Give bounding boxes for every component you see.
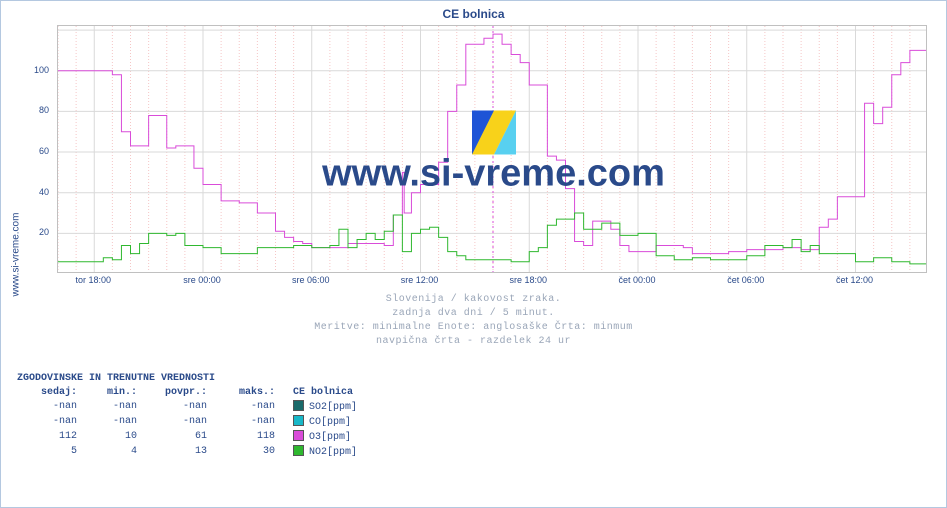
stats-cell: -nan	[137, 414, 207, 429]
stats-cell: -nan	[207, 399, 275, 414]
stats-col-header: sedaj:	[17, 386, 77, 399]
y-tick: 80	[39, 105, 49, 115]
legend-swatch	[293, 400, 304, 411]
chart-container: 20406080100 www.si-vreme.com	[57, 25, 930, 273]
desc-line: zadnja dva dni / 5 minut.	[5, 307, 942, 321]
stats-cell: -nan	[77, 414, 137, 429]
x-tick-labels: tor 18:00 sre 00:00 sre 06:00 sre 12:00 sre …	[57, 273, 930, 287]
stats-cell: 112	[17, 429, 77, 444]
stats-series-cell: CO[ppm]	[275, 414, 405, 429]
stats-cell: 61	[137, 429, 207, 444]
stats-col-header: CE bolnica	[275, 386, 405, 399]
desc-line: navpična črta - razdelek 24 ur	[5, 335, 942, 349]
x-tick: sre 18:00	[509, 275, 547, 285]
stats-cell: 118	[207, 429, 275, 444]
stats-cell: 13	[137, 444, 207, 459]
stats-cell: -nan	[17, 414, 77, 429]
y-tick: 40	[39, 187, 49, 197]
x-tick: sre 12:00	[401, 275, 439, 285]
stats-row: 541330NO2[ppm]	[17, 444, 405, 459]
x-tick: čet 12:00	[836, 275, 873, 285]
stats-cell: -nan	[137, 399, 207, 414]
y-tick: 100	[34, 65, 49, 75]
stats-cell: 10	[77, 429, 137, 444]
stats-col-header: min.:	[77, 386, 137, 399]
x-tick: čet 00:00	[618, 275, 655, 285]
stats-cell: 30	[207, 444, 275, 459]
chart-description: Slovenija / kakovost zraka.zadnja dva dn…	[5, 293, 942, 349]
stats-title: ZGODOVINSKE IN TRENUTNE VREDNOSTI	[17, 373, 942, 384]
stats-col-header: maks.:	[207, 386, 275, 399]
stats-cell: 5	[17, 444, 77, 459]
stats-cell: -nan	[77, 399, 137, 414]
legend-swatch	[293, 430, 304, 441]
page-root: CE bolnica www.si-vreme.com 20406080100 …	[0, 0, 947, 508]
x-tick: tor 18:00	[75, 275, 111, 285]
x-tick: sre 00:00	[183, 275, 221, 285]
stats-cell: -nan	[17, 399, 77, 414]
stats-cell: 4	[77, 444, 137, 459]
stats-series-cell: NO2[ppm]	[275, 444, 405, 459]
y-tick: 20	[39, 227, 49, 237]
chart-title: CE bolnica	[5, 7, 942, 21]
stats-row: -nan-nan-nan-nanSO2[ppm]	[17, 399, 405, 414]
stats-table: sedaj:min.:povpr.:maks.:CE bolnica -nan-…	[17, 386, 405, 459]
stats-header-row: sedaj:min.:povpr.:maks.:CE bolnica	[17, 386, 405, 399]
stats-cell: -nan	[207, 414, 275, 429]
legend-swatch	[293, 445, 304, 456]
stats-block: ZGODOVINSKE IN TRENUTNE VREDNOSTI sedaj:…	[17, 373, 942, 459]
stats-row: -nan-nan-nan-nanCO[ppm]	[17, 414, 405, 429]
stats-series-cell: O3[ppm]	[275, 429, 405, 444]
y-tick-labels: 20 40 60 80 100	[23, 25, 53, 273]
x-tick: sre 06:00	[292, 275, 330, 285]
y-tick: 60	[39, 146, 49, 156]
desc-line: Meritve: minimalne Enote: anglosaške Črt…	[5, 321, 942, 335]
stats-body: -nan-nan-nan-nanSO2[ppm]-nan-nan-nan-nan…	[17, 399, 405, 459]
x-tick: čet 06:00	[727, 275, 764, 285]
desc-line: Slovenija / kakovost zraka.	[5, 293, 942, 307]
stats-row: 1121061118O3[ppm]	[17, 429, 405, 444]
stats-col-header: povpr.:	[137, 386, 207, 399]
watermark-icon	[472, 111, 516, 158]
stats-series-cell: SO2[ppm]	[275, 399, 405, 414]
legend-swatch	[293, 415, 304, 426]
